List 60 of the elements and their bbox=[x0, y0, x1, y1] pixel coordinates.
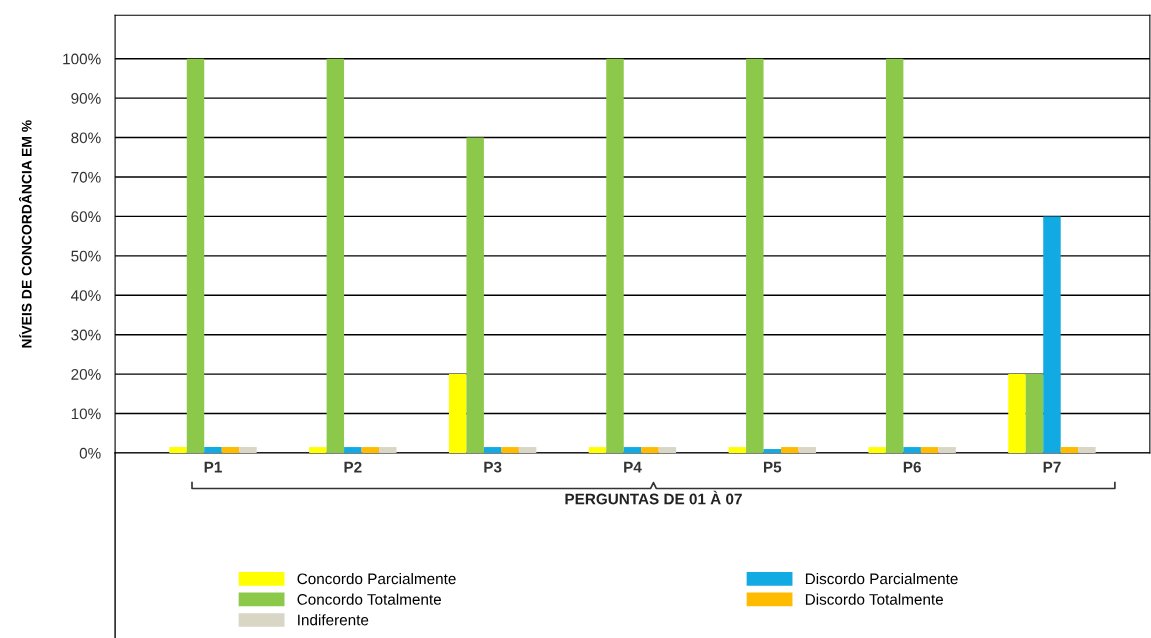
y-tick-label: 50% bbox=[71, 250, 101, 262]
bar bbox=[903, 447, 921, 453]
y-tick-label: 40% bbox=[70, 290, 101, 301]
y-tick-label: 70% bbox=[71, 171, 101, 183]
bar bbox=[221, 447, 240, 453]
x-tick-label: P4 bbox=[624, 461, 642, 473]
bar bbox=[448, 374, 467, 453]
bar bbox=[868, 447, 886, 453]
x-tick-label: P1 bbox=[204, 461, 222, 473]
x-axis-title: PERGUNTAS DE 01 À 07 bbox=[565, 490, 742, 505]
y-tick-label: 20% bbox=[71, 368, 101, 380]
x-tick-label: P6 bbox=[903, 461, 921, 473]
bar bbox=[763, 449, 782, 453]
y-tick-label: 60% bbox=[71, 211, 101, 223]
bar bbox=[920, 447, 939, 453]
bar bbox=[728, 447, 747, 453]
legend-label: Indiferente bbox=[298, 614, 369, 626]
bar bbox=[309, 447, 327, 453]
bar bbox=[938, 447, 956, 453]
bar bbox=[1060, 447, 1079, 453]
bar bbox=[361, 447, 380, 453]
bar bbox=[588, 447, 607, 453]
bar bbox=[1008, 374, 1026, 453]
y-tick-label: 100% bbox=[63, 53, 101, 65]
bar bbox=[798, 447, 816, 453]
x-tick-label: P5 bbox=[763, 461, 782, 473]
bar bbox=[1078, 447, 1096, 453]
bar bbox=[204, 447, 222, 453]
legend-label: Concordo Parcialmente bbox=[297, 573, 456, 585]
bar bbox=[186, 58, 205, 453]
bar bbox=[641, 447, 659, 453]
bar bbox=[1025, 374, 1044, 453]
x-tick-label: P2 bbox=[344, 461, 362, 473]
legend-label: Discordo Totalmente bbox=[805, 593, 943, 605]
bar bbox=[885, 58, 904, 453]
legend-label: Concordo Totalmente bbox=[297, 593, 441, 605]
bar bbox=[466, 137, 484, 453]
bar bbox=[344, 447, 362, 453]
x-tick-label: P7 bbox=[1043, 461, 1061, 473]
bar bbox=[518, 447, 537, 453]
bar bbox=[501, 447, 519, 453]
x-tick-label: P3 bbox=[484, 461, 502, 473]
legend-label: Discordo Parcialmente bbox=[805, 573, 958, 585]
y-tick-label: 30% bbox=[71, 329, 101, 341]
y-tick-label: 10% bbox=[71, 408, 101, 420]
bar bbox=[746, 58, 764, 453]
y-tick-label: 80% bbox=[71, 132, 101, 144]
y-tick-label: 0% bbox=[79, 447, 101, 459]
y-axis-title: NÍVEIS DE CONCORDÂNCIA EM % bbox=[19, 120, 32, 348]
bar bbox=[781, 447, 799, 453]
bar bbox=[169, 447, 187, 453]
bar bbox=[658, 447, 677, 453]
bar bbox=[623, 447, 642, 453]
bar bbox=[326, 58, 345, 453]
bar bbox=[239, 447, 257, 453]
bar bbox=[1043, 216, 1061, 453]
bar bbox=[379, 447, 397, 453]
bar bbox=[606, 58, 624, 453]
y-tick-label: 90% bbox=[71, 92, 101, 104]
bar bbox=[483, 447, 502, 453]
